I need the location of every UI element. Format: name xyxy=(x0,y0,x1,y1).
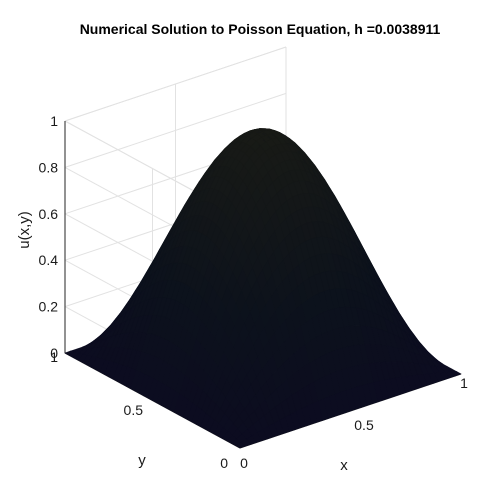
y-tick-0.5: 0.5 xyxy=(124,402,144,418)
surface xyxy=(64,128,462,449)
z-tick-labels: 0 0.2 0.4 0.6 0.8 1 xyxy=(39,113,59,361)
z-tick-0.6: 0.6 xyxy=(39,206,59,222)
x-tick-1: 1 xyxy=(460,375,468,391)
z-tick-0.8: 0.8 xyxy=(39,159,59,175)
z-tick-0.4: 0.4 xyxy=(39,252,59,268)
z-tick-1: 1 xyxy=(50,113,58,129)
z-axis-label: u(x,y) xyxy=(16,211,33,249)
y-tick-1: 1 xyxy=(50,349,58,365)
x-tick-0.5: 0.5 xyxy=(354,417,374,433)
y-tick-0: 0 xyxy=(220,455,228,471)
y-tick-labels: 0 0.5 1 xyxy=(50,349,228,471)
x-tick-labels: 0 0.5 1 xyxy=(240,375,468,471)
surface-patch xyxy=(450,371,462,377)
box-edge xyxy=(64,46,287,122)
chart-title: Numerical Solution to Poisson Equation, … xyxy=(80,21,441,37)
x-axis-label: x xyxy=(340,457,348,474)
z-tick-0.2: 0.2 xyxy=(39,299,59,315)
y-axis-label: y xyxy=(138,452,146,469)
z-tick-0: 0 xyxy=(50,345,58,361)
x-tick-0: 0 xyxy=(240,455,248,471)
